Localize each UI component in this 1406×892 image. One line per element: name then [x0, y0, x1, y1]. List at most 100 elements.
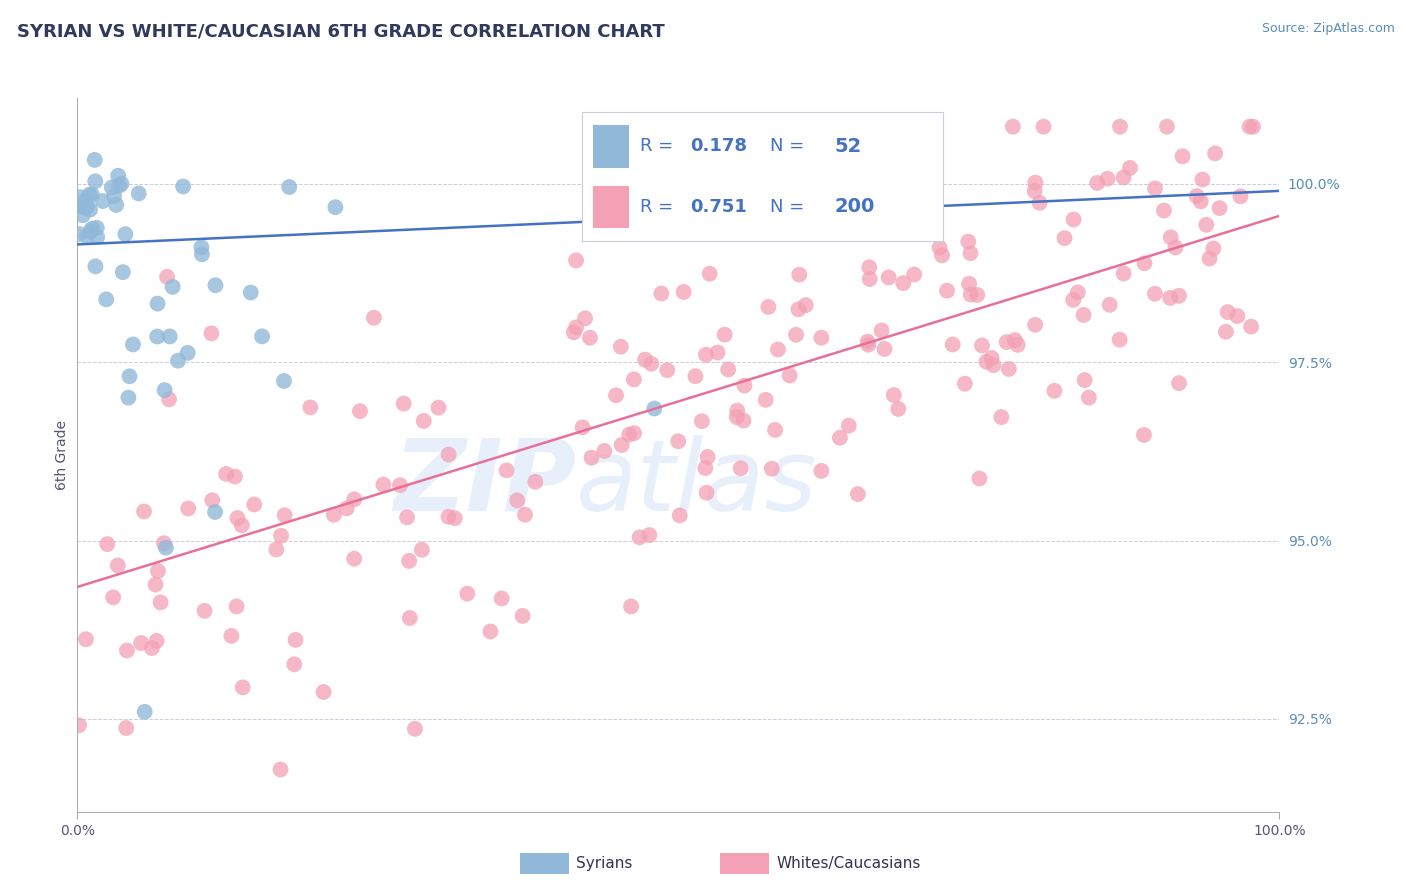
Point [668, 508, 690, 523]
Point [226, 511, 249, 525]
Point [325, 200, 347, 214]
Point [810, 464, 832, 478]
Point [787, 302, 810, 317]
Point [270, 763, 292, 777]
Point [156, 269, 179, 284]
Point [132, 504, 155, 518]
Point [1077, 391, 1099, 405]
Point [398, 611, 420, 625]
Point [638, 528, 661, 542]
Bar [593, 125, 628, 168]
Point [191, 247, 214, 261]
Point [76, 199, 98, 213]
Point [810, 331, 832, 345]
Point [443, 511, 465, 525]
Point [146, 296, 169, 310]
Point [1226, 309, 1249, 323]
Point [69, 199, 91, 213]
Point [1229, 189, 1251, 203]
Point [623, 426, 645, 441]
Point [204, 505, 226, 519]
Point [1202, 242, 1225, 256]
Point [513, 508, 536, 522]
Point [167, 353, 190, 368]
Point [284, 632, 307, 647]
Point [565, 253, 588, 268]
Point [873, 342, 896, 356]
Point [427, 401, 450, 415]
Point [153, 536, 176, 550]
Point [215, 467, 238, 481]
Point [1133, 428, 1156, 442]
Point [763, 423, 786, 437]
Point [983, 358, 1005, 372]
Point [373, 477, 395, 491]
Point [128, 186, 150, 201]
Point [959, 246, 981, 260]
Point [1067, 285, 1090, 300]
Point [200, 326, 222, 341]
Point [1001, 120, 1024, 134]
Point [84, 260, 107, 274]
Point [146, 329, 169, 343]
Point [115, 643, 138, 657]
Point [79, 187, 101, 202]
Point [725, 410, 748, 425]
Text: Whites/Caucasians: Whites/Caucasians [776, 856, 921, 871]
Point [67, 718, 90, 732]
Point [75, 632, 97, 647]
Point [107, 558, 129, 573]
Point [990, 410, 1012, 425]
Point [101, 591, 124, 605]
Point [343, 492, 366, 507]
Point [699, 267, 721, 281]
Point [437, 509, 460, 524]
Point [1098, 298, 1121, 312]
Text: 52: 52 [835, 137, 862, 156]
Point [733, 378, 755, 392]
Point [690, 414, 713, 428]
Point [966, 288, 988, 302]
Point [610, 438, 633, 452]
Point [725, 403, 748, 417]
Text: N =: N = [769, 198, 810, 216]
Point [1153, 203, 1175, 218]
Point [86, 220, 108, 235]
Point [412, 414, 434, 428]
Point [903, 268, 925, 282]
Point [1007, 338, 1029, 352]
Point [75, 194, 97, 208]
Point [1156, 120, 1178, 134]
Point [392, 396, 415, 410]
Point [225, 599, 247, 614]
Point [858, 337, 880, 351]
Point [96, 537, 118, 551]
Point [640, 357, 662, 371]
Point [96, 293, 118, 307]
Point [1160, 230, 1182, 244]
Point [145, 577, 167, 591]
Point [761, 461, 783, 475]
Point [695, 348, 717, 362]
Point [129, 636, 152, 650]
Point [969, 471, 991, 485]
Text: 0.751: 0.751 [690, 198, 748, 216]
Point [176, 346, 198, 360]
Point [877, 270, 900, 285]
Point [870, 324, 893, 338]
Point [80, 187, 103, 202]
Point [623, 372, 645, 386]
Point [75, 201, 97, 215]
Point [1191, 172, 1213, 186]
Text: 200: 200 [835, 197, 875, 216]
Point [524, 475, 547, 489]
Point [858, 260, 880, 275]
Point [157, 392, 180, 407]
Point [312, 685, 335, 699]
Point [758, 300, 780, 314]
Point [685, 369, 707, 384]
Point [619, 427, 641, 442]
Y-axis label: 6th Grade: 6th Grade [55, 420, 69, 490]
Point [696, 450, 718, 464]
Point [713, 327, 735, 342]
